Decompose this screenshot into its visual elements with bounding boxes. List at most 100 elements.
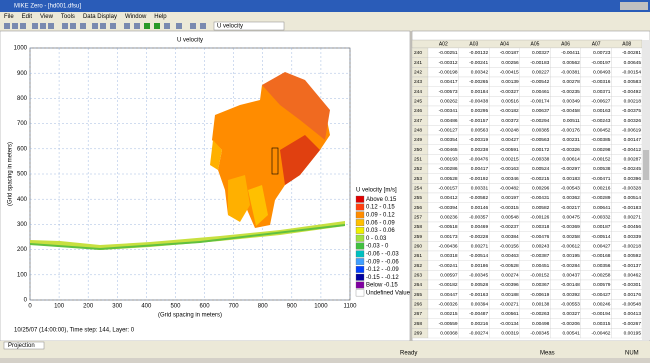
legend-label: Above 0.15 xyxy=(366,197,397,203)
legend-label: 0.03 - 0.06 xyxy=(366,228,395,234)
cell-value: 0.00637 xyxy=(532,108,550,114)
cell-value: 0.00514 xyxy=(624,195,642,201)
cell-value: 0.00339 xyxy=(624,234,642,240)
legend-title: U velocity [m/s] xyxy=(356,188,397,194)
menu-item[interactable]: Window xyxy=(125,14,147,20)
cell-value: -0.00182 xyxy=(500,108,519,114)
cell-value: -0.00458 xyxy=(561,108,580,114)
cell-value: 0.00327 xyxy=(563,311,581,317)
velocity-field xyxy=(30,72,345,250)
menu-item[interactable]: Data Display xyxy=(83,14,117,20)
x-tick-label: 600 xyxy=(200,304,211,310)
cell-value: -0.00148 xyxy=(561,282,580,288)
legend-swatch xyxy=(355,219,365,227)
cell-value: -0.00381 xyxy=(561,69,580,75)
cell-value: -0.00559 xyxy=(439,321,458,327)
cell-value: 0.00216 xyxy=(471,321,489,327)
cell-value: -0.00514 xyxy=(469,253,488,259)
cell-value: -0.00528 xyxy=(500,263,519,269)
window-controls[interactable] xyxy=(620,2,648,10)
row-label: 257 xyxy=(414,214,422,220)
cell-value: -0.00396 xyxy=(500,282,519,288)
cell-value: 0.00427 xyxy=(501,137,519,143)
cell-value: 0.00437 xyxy=(563,272,581,278)
y-tick-label: 200 xyxy=(17,247,28,253)
cell-value: 0.00563 xyxy=(471,127,489,133)
cell-value: 0.00231 xyxy=(563,137,581,143)
cell-value: -0.00411 xyxy=(561,50,580,56)
variable-dropdown[interactable] xyxy=(213,21,285,31)
row-label: 244 xyxy=(414,89,422,95)
cell-value: 0.00461 xyxy=(532,89,550,95)
cell-value: 0.00236 xyxy=(440,214,458,220)
cell-value: -0.00289 xyxy=(591,195,610,201)
row-label: 260 xyxy=(414,243,422,249)
cell-value: 0.00396 xyxy=(624,176,642,182)
scroll-thumb[interactable] xyxy=(643,150,649,180)
cell-value: 0.00516 xyxy=(501,98,519,104)
cell-value: 0.00367 xyxy=(532,282,550,288)
tab-label: Projection xyxy=(8,343,35,349)
menu-item[interactable]: View xyxy=(40,14,54,20)
cell-value: 0.00147 xyxy=(624,137,642,143)
x-axis-label: (Grid spacing in meters) xyxy=(158,313,222,319)
cell-value: 0.00579 xyxy=(593,282,611,288)
cell-value: 0.00218 xyxy=(624,98,642,104)
menu-item[interactable]: Tools xyxy=(61,14,75,20)
cell-value: -0.00134 xyxy=(500,321,519,327)
cell-value: 0.00296 xyxy=(532,185,550,191)
cell-value: 0.00193 xyxy=(440,156,458,162)
cell-value: 0.00298 xyxy=(593,147,611,153)
legend-swatch xyxy=(355,203,365,211)
cell-value: 0.00331 xyxy=(471,185,489,191)
scrollbar[interactable] xyxy=(642,40,650,340)
cell-value: -0.00394 xyxy=(439,205,458,211)
cell-value: -0.00573 xyxy=(439,89,458,95)
toolbar-icons xyxy=(4,23,206,29)
cell-value: 0.00548 xyxy=(501,214,519,220)
cell-value: -0.00263 xyxy=(530,311,549,317)
x-tick-label: 300 xyxy=(112,304,123,310)
status-bar xyxy=(0,341,650,358)
cell-value: -0.00194 xyxy=(591,311,610,317)
cell-value: -0.00415 xyxy=(500,69,519,75)
cell-value: 0.00452 xyxy=(593,127,611,133)
legend-swatch xyxy=(355,211,365,219)
projection-tab[interactable] xyxy=(3,341,45,350)
menu-item[interactable]: File xyxy=(4,14,14,20)
cell-value: 0.00447 xyxy=(440,292,458,298)
cell-value: -0.00137 xyxy=(622,263,641,269)
cell-value: -0.00385 xyxy=(591,137,610,143)
cell-value: -0.00163 xyxy=(469,292,488,298)
menu-item[interactable]: Help xyxy=(154,14,167,20)
cell-value: 0.00163 xyxy=(593,108,611,114)
menu-item[interactable]: Edit xyxy=(22,14,33,20)
cell-value: 0.00371 xyxy=(593,89,611,95)
cell-value: -0.00326 xyxy=(439,301,458,307)
cell-value: 0.00592 xyxy=(624,253,642,259)
legend-label: -0.03 - 0 xyxy=(366,244,389,250)
cell-value: -0.00192 xyxy=(469,176,488,182)
cell-value: -0.00206 xyxy=(561,321,580,327)
cell-value: 0.00215 xyxy=(501,156,519,162)
cell-value: -0.00132 xyxy=(469,50,488,56)
cell-value: 0.00475 xyxy=(563,214,581,220)
cell-value: 0.00319 xyxy=(501,330,519,336)
cell-value: 0.00723 xyxy=(593,50,611,56)
cell-value: 0.00614 xyxy=(563,156,581,162)
x-tick-label: 200 xyxy=(83,304,94,310)
cell-value: 0.00524 xyxy=(532,166,550,172)
legend-swatch xyxy=(355,273,365,281)
cell-value: -0.00265 xyxy=(469,79,488,85)
cell-value: -0.00243 xyxy=(591,118,610,124)
cell-value: -0.00438 xyxy=(469,98,488,104)
x-tick-label: 700 xyxy=(229,304,240,310)
cell-value: -0.00197 xyxy=(591,60,610,66)
cell-value: 0.00186 xyxy=(471,263,489,269)
row-label: 258 xyxy=(414,224,422,230)
cell-value: 0.00354 xyxy=(440,137,458,143)
legend-label: 0 - 0.03 xyxy=(366,236,387,242)
cell-value: 0.00412 xyxy=(440,195,458,201)
cell-value: -0.00297 xyxy=(561,166,580,172)
menu-bar xyxy=(0,12,650,21)
